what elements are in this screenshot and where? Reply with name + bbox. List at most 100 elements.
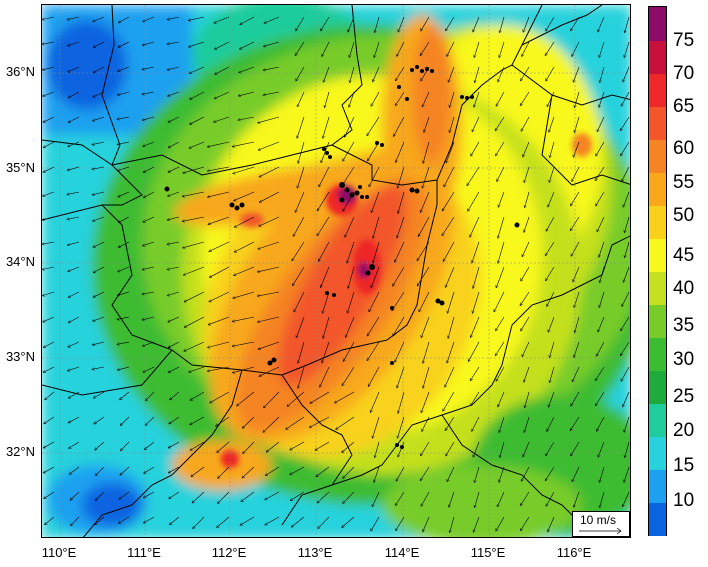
wind-vector (545, 241, 555, 256)
wind-vector (444, 166, 455, 187)
wind-vector (521, 516, 530, 531)
wind-vector (521, 266, 530, 281)
wind-vector (625, 441, 630, 457)
wind-vector (43, 316, 55, 322)
wind-vector (524, 416, 530, 432)
wind-vector (325, 91, 330, 107)
wind-vector (549, 116, 555, 132)
wind-vector (421, 16, 430, 31)
wind-vector (93, 91, 105, 97)
wind-vector (600, 491, 605, 507)
wind-vector (290, 466, 305, 475)
lon-label: 114°E (384, 545, 420, 560)
colorbar-label: 35 (673, 315, 695, 336)
wind-vector (450, 116, 455, 132)
wind-vector (349, 91, 355, 107)
colorbar-segment (649, 403, 666, 437)
wind-vector (343, 141, 355, 161)
wind-vector (369, 166, 380, 187)
wind-vector (117, 366, 130, 370)
wind-vector (207, 166, 230, 171)
wind-vector (167, 241, 180, 244)
wind-vector (167, 216, 180, 220)
wind-vector (421, 191, 430, 212)
wind-vector (96, 491, 105, 500)
wind-vectors (42, 16, 630, 532)
wind-vector (117, 316, 130, 319)
wind-vector (42, 216, 55, 220)
wind-vector (292, 241, 305, 261)
wind-vector (420, 41, 430, 55)
wind-vector (417, 266, 430, 286)
wind-vector (142, 266, 155, 270)
wind-vector (467, 166, 480, 186)
wind-vector (184, 266, 205, 275)
wind-vector (169, 466, 180, 473)
wind-vector (470, 366, 480, 381)
colorbar-label: 70 (673, 63, 695, 84)
wind-vector (371, 266, 380, 288)
wind-vector (398, 416, 405, 438)
wind-vector (336, 416, 355, 429)
wind-vector (286, 416, 305, 429)
wind-vector (345, 116, 355, 137)
wind-vector (474, 91, 480, 107)
colorbar-segment (649, 370, 666, 404)
wind-vector (169, 491, 180, 499)
wind-vector (471, 141, 480, 156)
wind-vector (185, 316, 205, 327)
wind-vector (342, 516, 355, 527)
wind-vector (498, 391, 505, 407)
colorbar-segment (649, 304, 666, 338)
wind-vector (118, 41, 130, 47)
wind-vector (266, 466, 280, 476)
wind-vector (398, 191, 405, 213)
wind-vector (216, 416, 230, 426)
wind-vector (497, 166, 505, 181)
wind-vector (473, 441, 480, 457)
wind-vector (445, 416, 455, 430)
wind-vector (167, 41, 180, 44)
wind-vector (144, 516, 155, 523)
wind-vector (368, 366, 380, 386)
wind-vector (521, 466, 530, 481)
wind-vector (263, 66, 280, 70)
wind-vector (523, 16, 530, 32)
wind-vector (234, 266, 255, 275)
wind-vector (347, 241, 355, 263)
lon-label: 112°E (211, 545, 247, 560)
wind-vector (320, 366, 330, 387)
wind-vector (243, 416, 255, 428)
wind-vector (232, 341, 255, 346)
wind-vector (375, 16, 380, 32)
wind-vector (168, 291, 180, 296)
wind-vector (323, 316, 330, 338)
wind-vector (521, 66, 530, 81)
wind-vector (598, 441, 605, 457)
wind-vector (44, 466, 55, 473)
wind-vector (239, 66, 255, 73)
wind-vector (442, 191, 455, 211)
wind-vector (398, 16, 405, 32)
wind-vector (67, 191, 80, 194)
wind-vector (596, 191, 605, 206)
colorbar-segment (649, 502, 666, 536)
wind-vector (623, 191, 630, 207)
wind-vector (296, 66, 305, 81)
colorbar-label: 10 (673, 490, 695, 511)
wind-vector (571, 441, 580, 456)
wind-vector (93, 116, 105, 121)
wind-vector (189, 66, 205, 73)
wind-vector (298, 341, 305, 363)
wind-vector (572, 466, 580, 482)
wind-vector (43, 116, 55, 122)
wind-vector (595, 166, 605, 180)
wind-vector (214, 16, 230, 23)
wind-vector (321, 16, 330, 31)
wind-vector (168, 341, 180, 348)
colorbar-label: 15 (673, 455, 695, 476)
wind-vector (315, 441, 330, 450)
wind-vector (237, 391, 255, 406)
wind-vector (143, 341, 155, 346)
wind-vector (45, 516, 55, 525)
